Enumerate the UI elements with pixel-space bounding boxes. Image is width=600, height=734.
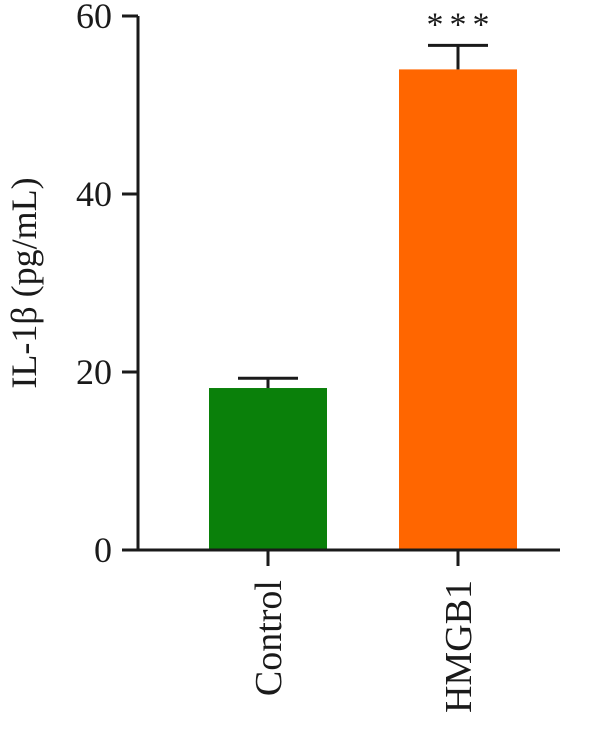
- significance-markers: ***: [427, 6, 496, 43]
- y-tick-label: 0: [94, 530, 112, 570]
- error-bar-control: [238, 376, 298, 389]
- y-axis-title: IL-1β (pg/mL): [4, 177, 44, 388]
- bars: [209, 69, 517, 551]
- y-tick-label: 60: [76, 0, 112, 36]
- error-bars: [238, 43, 488, 389]
- x-category-label: HMGB1: [438, 580, 480, 713]
- bar-control: [209, 388, 327, 550]
- bar-hmgb1: [399, 69, 517, 551]
- y-axis-ticks: 0 20 40 60: [76, 0, 138, 570]
- error-bar-hmgb1: [428, 43, 488, 70]
- y-tick-label: 40: [76, 174, 112, 214]
- x-category-label: Control: [248, 580, 290, 696]
- significance-label: ***: [427, 6, 496, 43]
- y-tick-label: 20: [76, 352, 112, 392]
- x-axis-ticks: Control HMGB1: [248, 550, 480, 713]
